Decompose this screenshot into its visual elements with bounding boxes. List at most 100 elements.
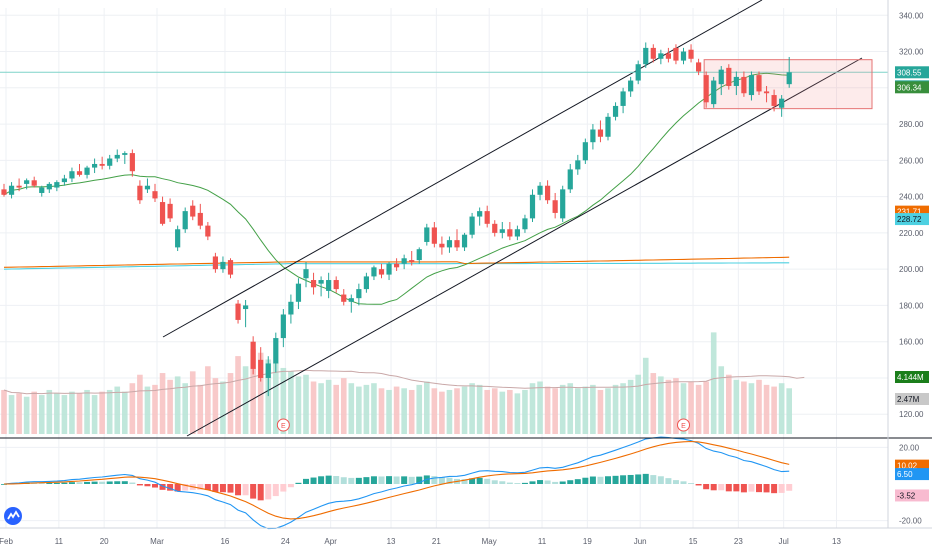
macd-histogram-bar xyxy=(68,482,75,484)
candle xyxy=(39,185,45,197)
macd-histogram-bar xyxy=(748,484,755,492)
macd-panel xyxy=(1,436,793,530)
candle xyxy=(144,178,151,193)
candle-body xyxy=(779,98,785,108)
volume-bar xyxy=(567,383,574,434)
volume-bar xyxy=(167,379,173,434)
candle-body xyxy=(227,260,234,275)
candle xyxy=(461,232,468,252)
macd-histogram-bar xyxy=(167,484,174,491)
candle xyxy=(650,44,656,63)
candle-body xyxy=(99,163,105,166)
candle-body xyxy=(582,142,588,161)
price-badge-bg xyxy=(895,371,929,383)
candle-body xyxy=(431,227,437,244)
macd-histogram-bar xyxy=(182,484,189,491)
volume-bar xyxy=(612,384,619,434)
volume-bar xyxy=(710,332,717,434)
price-badge-bg xyxy=(895,213,929,226)
price-badge-label: 231.71 xyxy=(897,208,922,217)
volume-bar xyxy=(582,386,589,434)
candle xyxy=(741,71,747,97)
macd-histogram-bar xyxy=(242,484,249,496)
candle xyxy=(688,44,694,63)
volume-bar xyxy=(680,383,687,434)
macd-histogram-bar xyxy=(401,476,408,484)
macd-histogram-bar xyxy=(672,480,679,484)
volume-bar xyxy=(76,393,83,434)
candle xyxy=(620,87,626,114)
candle xyxy=(341,289,347,306)
candle-body xyxy=(477,211,483,217)
volume-bar xyxy=(31,391,37,434)
candle xyxy=(726,64,732,90)
candle-body xyxy=(394,263,400,268)
candle-body xyxy=(288,301,294,315)
volume-bar xyxy=(461,386,468,434)
candle-body xyxy=(771,95,777,106)
volume-bar xyxy=(303,374,309,434)
candle-body xyxy=(416,249,422,261)
candle xyxy=(265,356,271,397)
candle-body xyxy=(605,116,611,137)
candle-body xyxy=(310,280,317,288)
macd-histogram-bar xyxy=(136,484,143,486)
price-badge: 306.34 xyxy=(895,81,929,94)
candle-body xyxy=(39,187,45,193)
macd-histogram-bar xyxy=(370,476,377,484)
candle xyxy=(220,256,226,273)
x-tick-label: Jul xyxy=(779,537,789,546)
volume-bar xyxy=(703,381,709,434)
price-badge: 2.47M xyxy=(895,393,929,405)
volume-bar xyxy=(325,379,332,434)
candle xyxy=(227,258,234,279)
macd-histogram-bar xyxy=(363,477,370,484)
macd-histogram-bar xyxy=(461,479,468,484)
macd-histogram-bar xyxy=(91,481,98,484)
macd-histogram-bar xyxy=(99,481,106,484)
volume-bar xyxy=(235,356,241,434)
candle-body xyxy=(303,269,309,279)
tradingview-logo-icon[interactable] xyxy=(4,507,22,525)
candle xyxy=(243,299,249,328)
candle-body xyxy=(665,53,671,59)
volume-bar xyxy=(348,383,355,434)
macd-histogram-bar xyxy=(53,482,60,484)
volume-bar xyxy=(642,357,649,434)
x-tick-label: Jun xyxy=(634,537,647,546)
x-tick-label: 15 xyxy=(689,537,698,546)
price-badge-label: 6.50 xyxy=(897,470,913,479)
candle xyxy=(499,222,505,239)
macd-histogram-bar xyxy=(627,474,634,484)
candle-body xyxy=(220,261,226,270)
volume-bar xyxy=(340,378,347,434)
candle-body xyxy=(1,189,7,195)
x-tick-label: 13 xyxy=(832,537,841,546)
macd-histogram-bar xyxy=(355,477,362,484)
x-tick-label: Apr xyxy=(324,537,337,546)
macd-histogram-bar xyxy=(227,484,234,493)
candle-body xyxy=(703,75,709,103)
macd-histogram-bar xyxy=(250,484,257,499)
macd-histogram-bar xyxy=(537,480,544,484)
volume-bar xyxy=(16,393,22,434)
volume-bar xyxy=(590,384,596,434)
volume-bar xyxy=(597,389,604,434)
volume-bar xyxy=(431,388,438,434)
macd-histogram-bar xyxy=(287,484,294,488)
candle xyxy=(159,196,166,226)
candle-body xyxy=(741,76,747,94)
macd-histogram-bar xyxy=(771,484,778,494)
candle-body xyxy=(560,189,566,219)
candle xyxy=(167,198,173,222)
macd-histogram-bar xyxy=(605,476,611,484)
candle-body xyxy=(182,211,188,230)
candle xyxy=(469,212,475,239)
volume-bar xyxy=(726,374,732,434)
candle xyxy=(205,222,211,241)
price-badge-label: 306.34 xyxy=(897,83,922,92)
macd-histogram-bar xyxy=(333,475,340,484)
price-badge-label: 4.144M xyxy=(897,373,924,382)
candle-body xyxy=(212,256,218,270)
